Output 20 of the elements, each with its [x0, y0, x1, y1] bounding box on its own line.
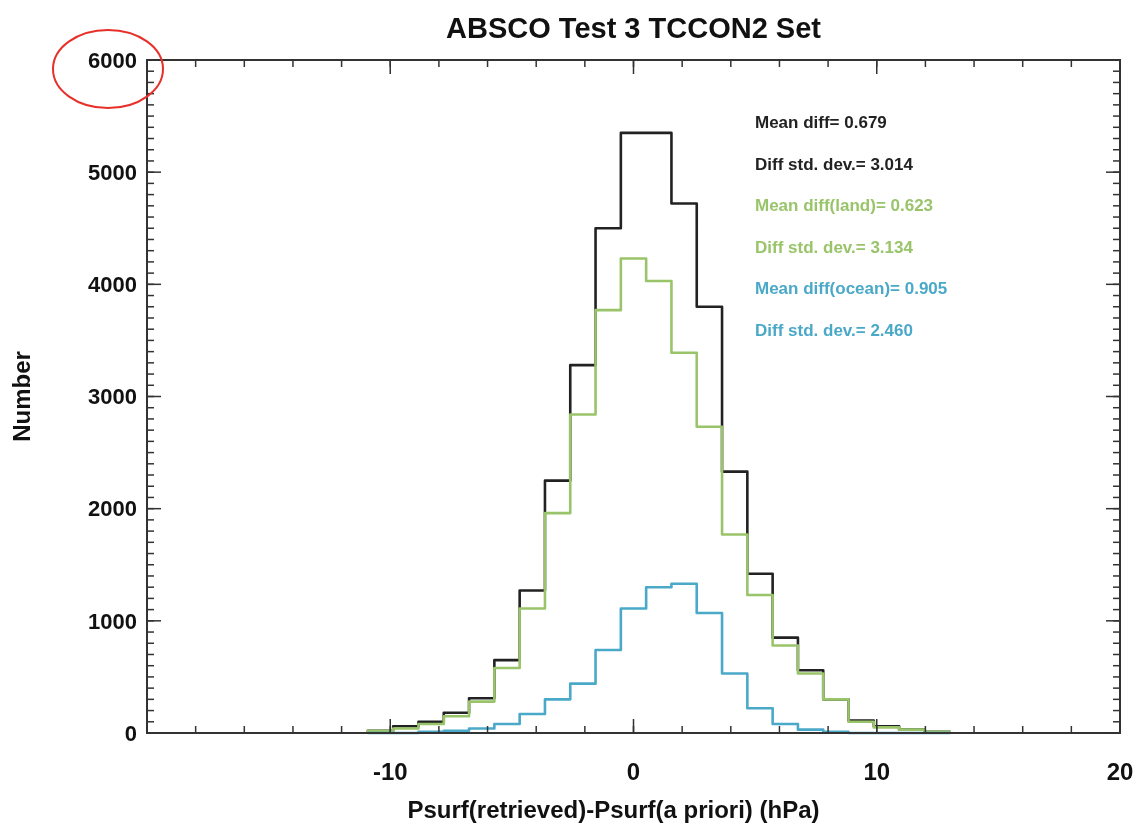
- y-tick-label: 6000: [88, 47, 137, 73]
- y-tick-label: 3000: [88, 384, 137, 410]
- y-tick-label: 2000: [88, 496, 137, 522]
- annotation: Diff std. dev.= 2.460: [755, 320, 913, 340]
- annotation: Mean diff(land)= 0.623: [755, 196, 934, 215]
- annotation: Mean diff= 0.679: [755, 113, 887, 132]
- x-tick-label: 20: [1106, 758, 1134, 785]
- x-tick-label: 0: [626, 758, 641, 785]
- annotation: Mean diff(ocean)= 0.905: [755, 279, 948, 298]
- chart-title: ABSCO Test 3 TCCON2 Set: [446, 12, 822, 44]
- y-tick-label: 1000: [88, 608, 137, 634]
- y-tick-label: 5000: [88, 159, 137, 185]
- annotation: Diff std. dev.= 3.014: [755, 154, 914, 174]
- x-tick-label: -10: [372, 758, 408, 785]
- y-tick-label: 0: [124, 720, 137, 746]
- annotation: Diff std. dev.= 3.134: [755, 237, 914, 257]
- y-axis-title: Number: [8, 351, 35, 442]
- x-tick-label: 10: [863, 758, 891, 785]
- y-tick-label: 4000: [88, 272, 137, 298]
- x-axis-title: Psurf(retrieved)-Psurf(a priori) (hPa): [407, 796, 820, 823]
